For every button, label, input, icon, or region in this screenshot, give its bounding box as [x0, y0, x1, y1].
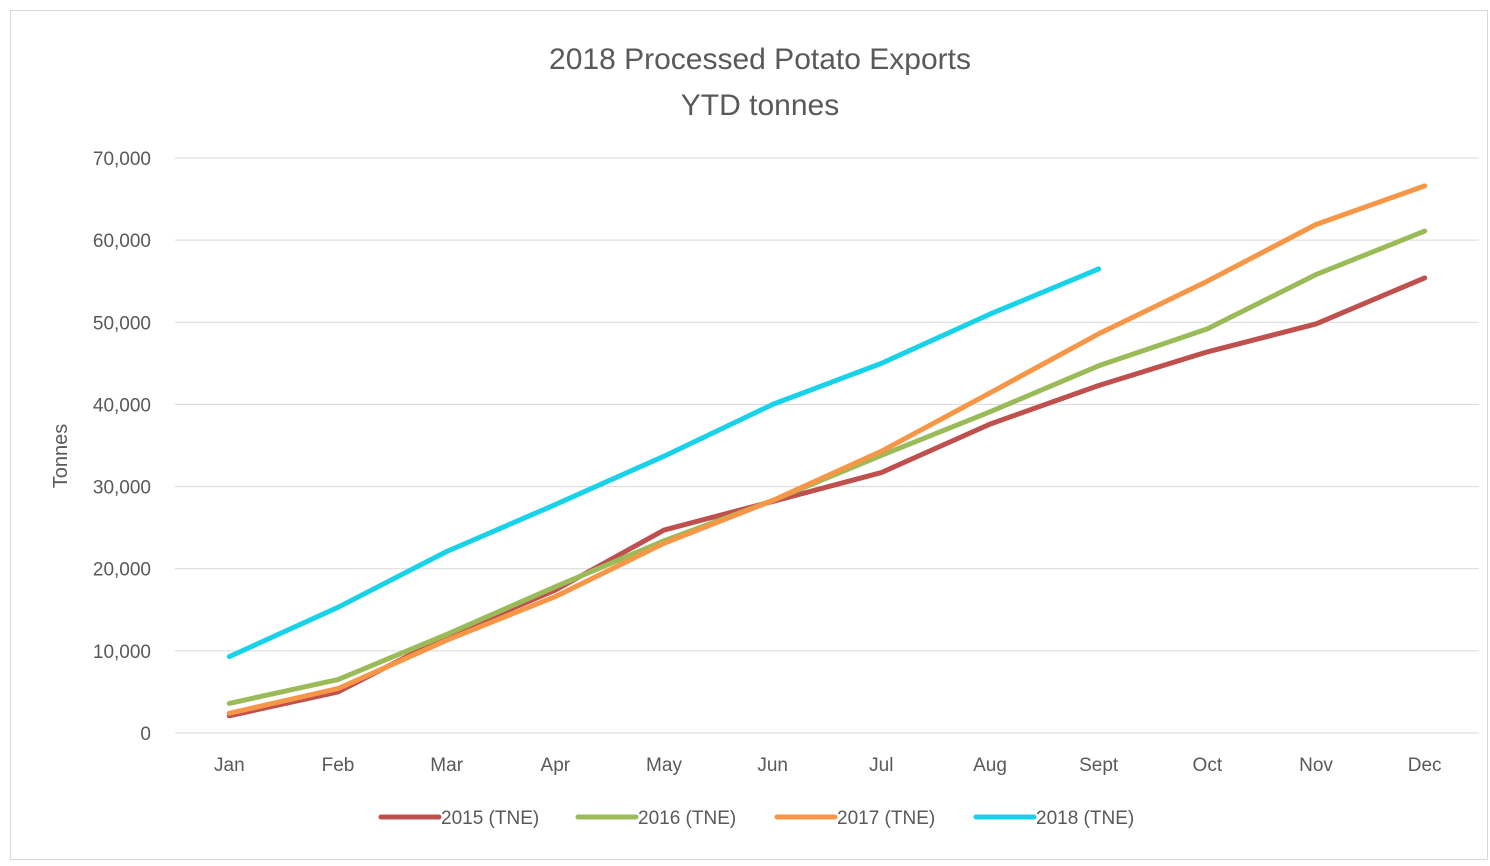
y-tick-label: 20,000 [93, 560, 151, 581]
y-tick-label: 30,000 [93, 478, 151, 499]
series-line [226, 266, 1102, 660]
legend: 2015 (TNE) 2016 (TNE) 2017 (TNE) 2018 (TNE) [378, 808, 1134, 829]
y-tick-label: 50,000 [93, 313, 151, 334]
chart-title: 2018 Processed Potato Exports [549, 43, 971, 76]
series-line [226, 228, 1428, 706]
x-tick-label: May [646, 755, 682, 776]
chart-subtitle: YTD tonnes [681, 89, 839, 122]
y-tick-labels: 0 10,000 20,000 30,000 40,000 50,000 60,000 70,… [93, 149, 151, 745]
series-lines [226, 183, 1428, 719]
y-tick-label: 70,000 [93, 149, 151, 170]
x-tick-label: Dec [1408, 755, 1442, 776]
y-axis-label: Tonnes [50, 424, 72, 489]
legend-label: 2016 (TNE) [638, 808, 736, 829]
x-tick-label: Sept [1079, 755, 1119, 776]
x-tick-label: Jul [869, 755, 893, 776]
y-tick-label: 40,000 [93, 395, 151, 416]
y-tick-label: 60,000 [93, 231, 151, 252]
x-tick-label: Nov [1299, 755, 1333, 776]
y-tick-label: 0 [140, 724, 151, 745]
gridlines [175, 157, 1479, 734]
line-chart: 2018 Processed Potato Exports YTD tonnes… [50, 43, 1479, 829]
series-line [226, 275, 1428, 719]
legend-label: 2015 (TNE) [441, 808, 539, 829]
x-tick-label: Jan [214, 755, 245, 776]
x-tick-label: Apr [541, 755, 571, 776]
x-tick-label: Mar [430, 755, 463, 776]
series-line [226, 183, 1428, 716]
chart-frame: 2018 Processed Potato Exports YTD tonnes… [10, 10, 1488, 860]
x-tick-label: Oct [1193, 755, 1223, 776]
x-tick-label: Jun [757, 755, 788, 776]
legend-label: 2017 (TNE) [837, 808, 935, 829]
x-tick-label: Feb [322, 755, 355, 776]
x-tick-labels: Jan Feb Mar Apr May Jun Jul Aug Sept Oct Nov Dec [214, 755, 1442, 776]
y-tick-label: 10,000 [93, 642, 151, 663]
legend-label: 2018 (TNE) [1036, 808, 1134, 829]
x-tick-label: Aug [973, 755, 1007, 776]
